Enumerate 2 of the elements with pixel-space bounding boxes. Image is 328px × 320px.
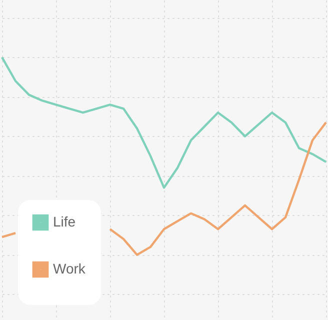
legend-label: Life	[53, 214, 76, 230]
legend-label: Work	[53, 260, 86, 276]
